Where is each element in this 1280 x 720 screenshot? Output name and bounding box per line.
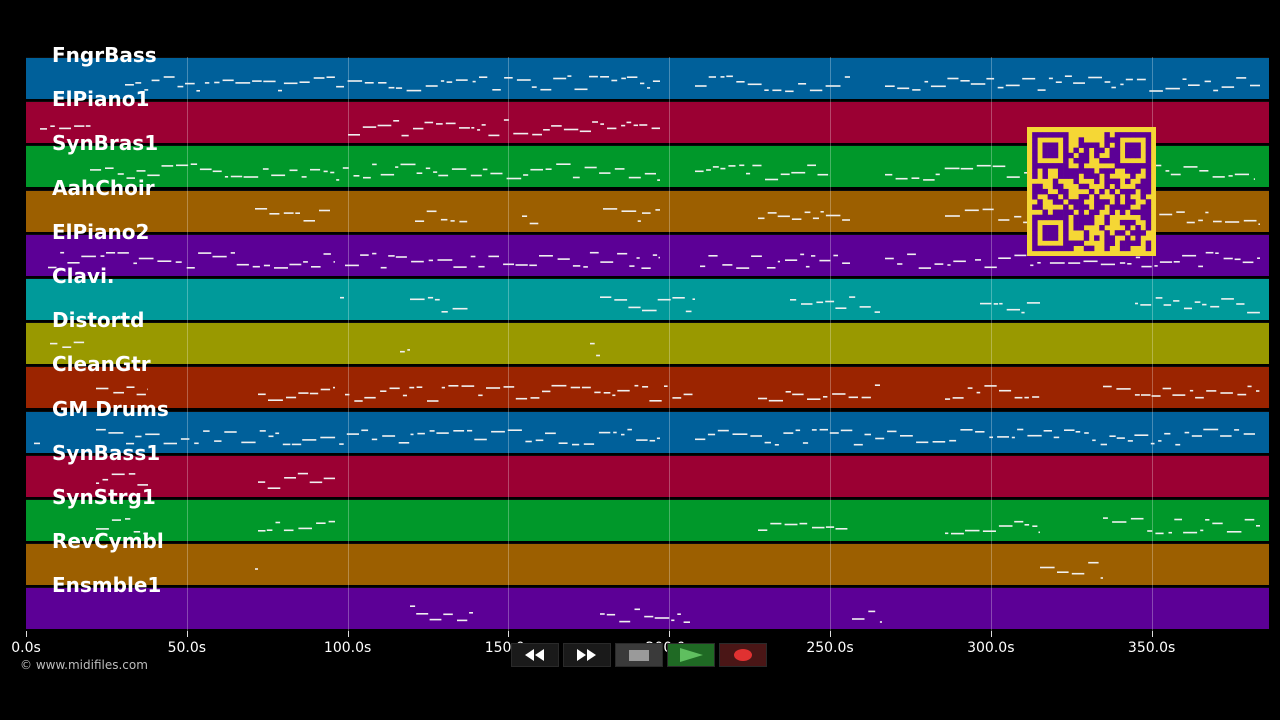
gridline <box>669 57 671 631</box>
gridline <box>508 57 510 631</box>
track-lane <box>26 366 1269 409</box>
rewind-icon <box>525 649 544 661</box>
track-label: RevCymbl <box>52 529 164 554</box>
track-label: Ensmble1 <box>52 573 162 598</box>
tick-mark <box>669 631 671 637</box>
track-lane <box>26 57 1269 99</box>
track-label: SynStrg1 <box>52 485 156 509</box>
track-label: SynBass1 <box>52 440 161 465</box>
track-label: AahChoir <box>52 175 155 200</box>
track-lane <box>26 587 1269 630</box>
track-label: Clavi. <box>52 264 115 288</box>
transport-controls <box>511 643 767 669</box>
track-lane <box>26 454 1269 497</box>
track-lane <box>26 499 1269 541</box>
tick-label: 300.0s <box>967 640 1015 656</box>
track-lane <box>26 322 1269 365</box>
track-label: SynBras1 <box>52 131 159 156</box>
track-lane <box>26 278 1269 320</box>
tick-mark <box>1151 631 1153 637</box>
stop-button[interactable] <box>615 643 663 667</box>
track-lane <box>26 543 1269 586</box>
rewind-button[interactable] <box>511 643 559 667</box>
track-lane <box>26 410 1269 453</box>
fast-forward-icon <box>577 649 596 661</box>
tick-mark <box>508 631 510 637</box>
track-label: ElPiano2 <box>52 219 150 244</box>
track-label: CleanGtr <box>52 352 151 377</box>
tick-label: 100.0s <box>323 640 372 656</box>
tick-mark <box>990 631 992 637</box>
copyright-text: © www.midifiles.com <box>20 658 148 672</box>
record-button[interactable] <box>719 643 767 667</box>
gridline <box>186 57 188 631</box>
stop-icon <box>629 650 649 661</box>
track-label: Distortd <box>52 308 145 333</box>
gridline <box>830 57 831 631</box>
tick-mark <box>830 631 831 637</box>
tick-mark <box>26 631 27 637</box>
track-label: GM Drums <box>52 396 169 421</box>
track-label: FngrBass <box>52 43 157 67</box>
play-icon <box>680 648 703 662</box>
tick-label: 250.0s <box>806 640 854 656</box>
gridline <box>347 57 349 631</box>
gridline <box>990 57 992 631</box>
tick-mark <box>186 631 188 637</box>
tick-mark <box>347 631 349 637</box>
track-label: ElPiano1 <box>52 87 150 112</box>
qr-code <box>1027 127 1156 256</box>
play-button[interactable] <box>667 643 715 667</box>
tick-label: 50.0s <box>167 640 207 656</box>
record-icon <box>734 649 752 661</box>
fast-forward-button[interactable] <box>563 643 611 667</box>
tick-label: 350.0s <box>1127 640 1176 656</box>
tick-label: 0.0s <box>11 640 41 656</box>
gridline <box>1151 57 1153 631</box>
